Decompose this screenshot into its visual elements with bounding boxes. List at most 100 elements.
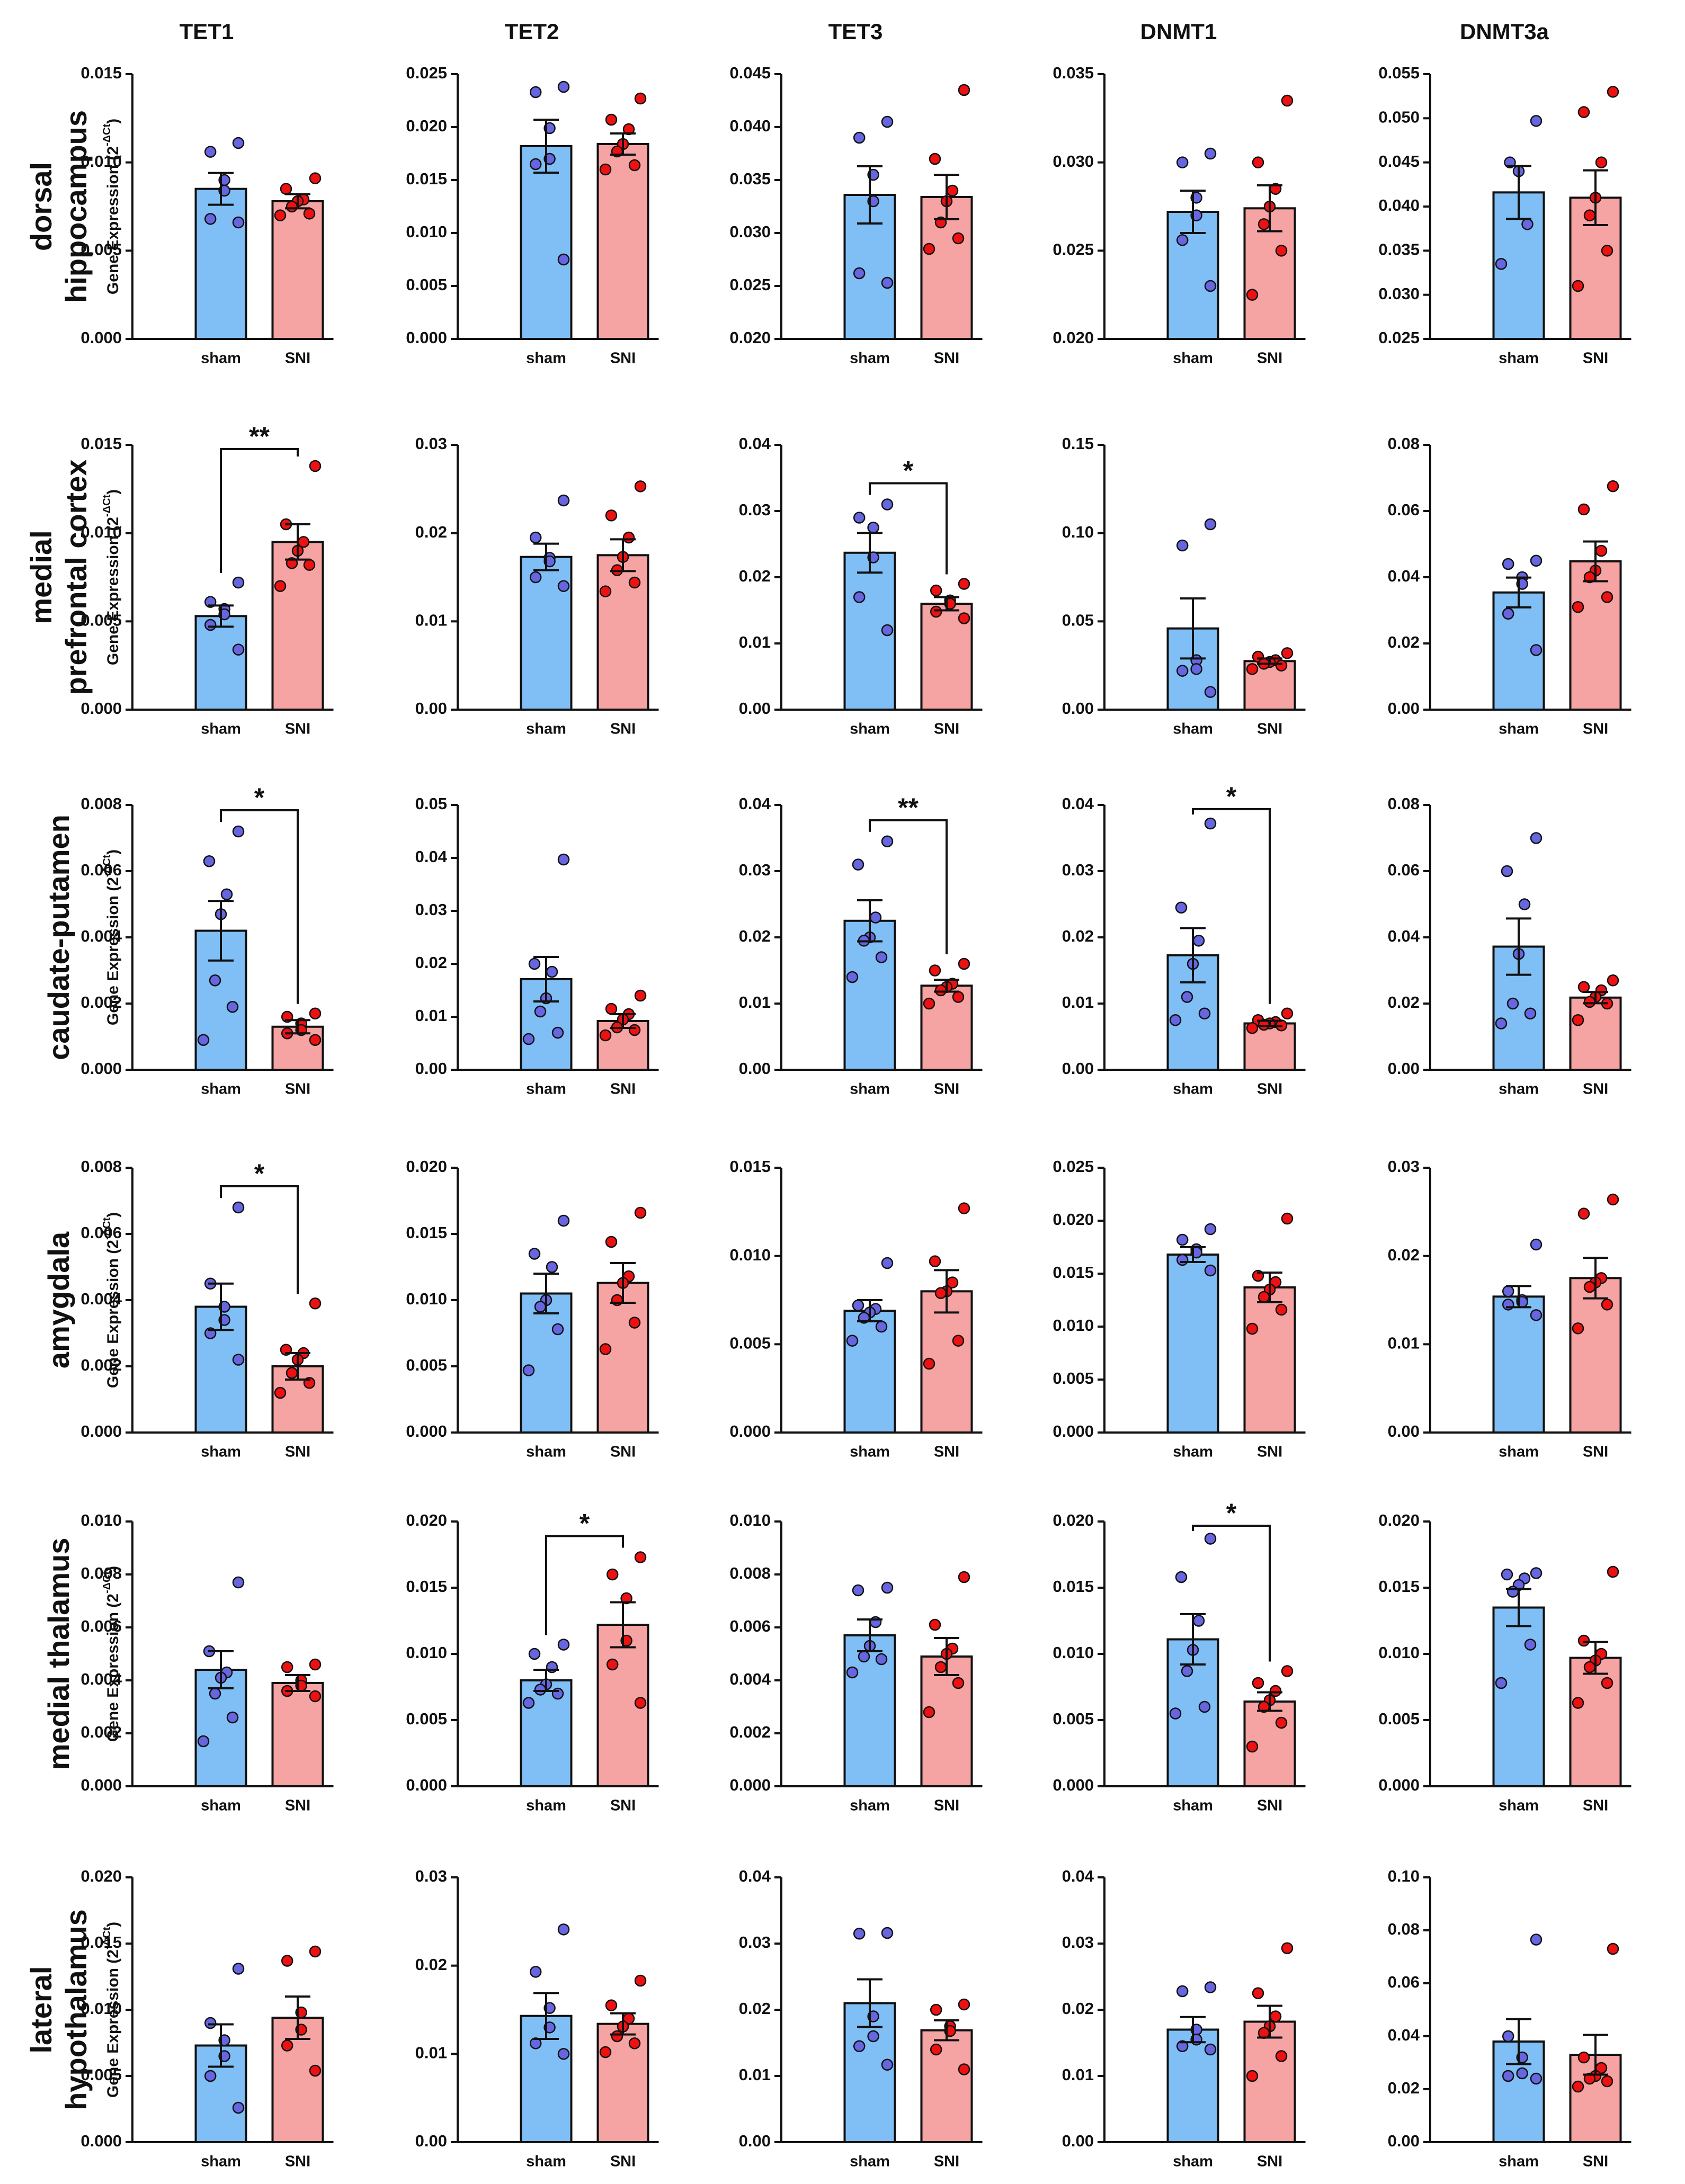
y-tick-label: 0.002 [81,1723,122,1741]
data-point-sham [852,1299,864,1312]
data-point-sham [1530,1309,1543,1321]
data-point-sham [1204,518,1217,531]
data-point-sham [528,1648,541,1660]
y-axis-label-main: Gene Expression (2 [104,1594,122,1742]
y-tick-label: 0.000 [81,2132,122,2150]
data-point-sham [1530,644,1543,656]
data-point-sham [1524,1639,1537,1651]
y-tick-label: 0.00 [739,1059,771,1078]
data-point-sni [605,1003,618,1015]
y-tick-label: 0.020 [406,117,447,135]
y-axis-label-close: ) [104,1212,122,1218]
y-tick-label: 0.000 [1053,1422,1094,1440]
bar-sni [596,554,649,711]
y-tick-label: 0.004 [81,927,122,945]
data-point-sham [1501,865,1513,878]
data-point-sni [634,989,647,1002]
x-tick-label-sni: SNI [1257,1081,1282,1098]
data-point-sham [1502,558,1514,570]
y-tick-label: 0.01 [415,611,447,630]
data-point-sni [309,2064,322,2077]
region-label-line: hypothalamus [59,1909,93,2110]
y-tick-label: 0.00 [415,2132,447,2150]
data-point-sni [1607,86,1619,98]
y-tick-label: 0.01 [415,1006,447,1025]
y-tick-label: 0.000 [406,1422,447,1440]
y-tick-label: 0.005 [406,1709,447,1728]
data-point-sni [1607,1943,1619,1955]
data-point-sni [1577,1634,1590,1647]
panel-tet2-row-1: 0.000 0.005 0.010 0.015 0.020 0.025 sham SNI [406,64,659,367]
data-point-sham [551,1323,564,1336]
y-tick-label: 0.00 [415,699,447,718]
y-tick-label: 0.002 [729,1723,771,1741]
y-tick-label: 0.020 [406,1511,447,1529]
y-tick-label: 0.008 [81,1157,122,1176]
data-point-sham [1495,1017,1508,1030]
data-point-sham [232,1963,245,1975]
y-tick-label: 0.01 [1062,993,1094,1012]
x-tick-label-sni: SNI [285,1081,310,1098]
region-label-line: prefrontal cortex [59,460,93,695]
data-point-sham [557,580,570,592]
y-tick-label: 0.02 [415,953,447,972]
y-tick-label: 0.000 [406,328,447,347]
y-tick-label: 0.035 [1053,64,1094,82]
y-tick-label: 0.025 [1378,328,1420,347]
x-tick-label-sni: SNI [610,2153,636,2170]
data-point-sni [1252,1987,1264,1999]
x-tick-label-sni: SNI [1257,1797,1282,1814]
y-tick-label: 0.02 [415,523,447,541]
y-tick-label: 0.03 [1388,1157,1420,1176]
x-tick-label-sham: sham [850,2153,890,2170]
y-tick-label: 0.00 [1062,2132,1094,2150]
y-tick-label: 0.00 [1062,1059,1094,1078]
data-point-sni [1572,1014,1584,1026]
data-point-sham [881,2058,894,2071]
panel-dnmt1-row-3: 0.00 0.01 0.02 0.03 0.04 sham SNI * [1062,782,1306,1098]
bar-sni [271,200,324,340]
bar-sni [596,1282,649,1434]
y-tick-label: 0.00 [739,699,771,718]
data-point-sni [605,1236,618,1248]
data-point-sham [528,1248,541,1260]
data-point-sham [1176,2040,1189,2052]
x-tick-label-sham: sham [850,1081,890,1098]
data-point-sni [1275,1716,1288,1729]
y-tick-label: 0.04 [739,1867,771,1885]
x-tick-label-sham: sham [1173,350,1213,367]
region-label-row-4: amygdala [42,1231,75,1368]
y-tick-label: 0.000 [406,1776,447,1794]
x-tick-label-sni: SNI [610,1444,636,1461]
y-tick-label: 0.005 [406,1356,447,1374]
y-tick-label: 0.002 [81,1356,122,1374]
x-tick-label-sham: sham [1173,1081,1213,1098]
y-tick-label: 0.04 [739,794,771,813]
y-tick-label: 0.04 [1388,927,1420,945]
y-tick-label: 0.045 [1378,152,1420,171]
y-tick-label: 0.000 [81,328,122,347]
data-point-sham [232,643,245,656]
y-axis-label-close: ) [104,489,122,495]
data-point-sham [1190,663,1202,675]
data-point-sni [1572,1697,1584,1709]
y-tick-label: 0.010 [1053,1643,1094,1662]
x-tick-label-sni: SNI [934,721,959,738]
x-tick-label-sham: sham [1173,2153,1213,2170]
data-point-sham [1521,218,1534,230]
data-point-sni [952,1677,965,1689]
data-point-sham [1530,1567,1543,1579]
y-tick-label: 0.015 [81,1933,122,1952]
data-point-sni [1246,1022,1259,1034]
data-point-sni [274,1386,287,1399]
data-point-sni [605,1999,618,2011]
y-tick-label: 0.02 [739,567,771,585]
bar-sham [520,1679,573,1787]
data-point-sham [1176,1254,1189,1266]
data-point-sham [232,137,245,149]
data-point-sni [1572,1322,1584,1335]
x-tick-label-sni: SNI [1257,350,1282,367]
x-tick-label-sni: SNI [934,2153,959,2170]
y-axis-label-sup: -ΔCt [101,124,113,146]
data-point-sni [1275,659,1288,672]
